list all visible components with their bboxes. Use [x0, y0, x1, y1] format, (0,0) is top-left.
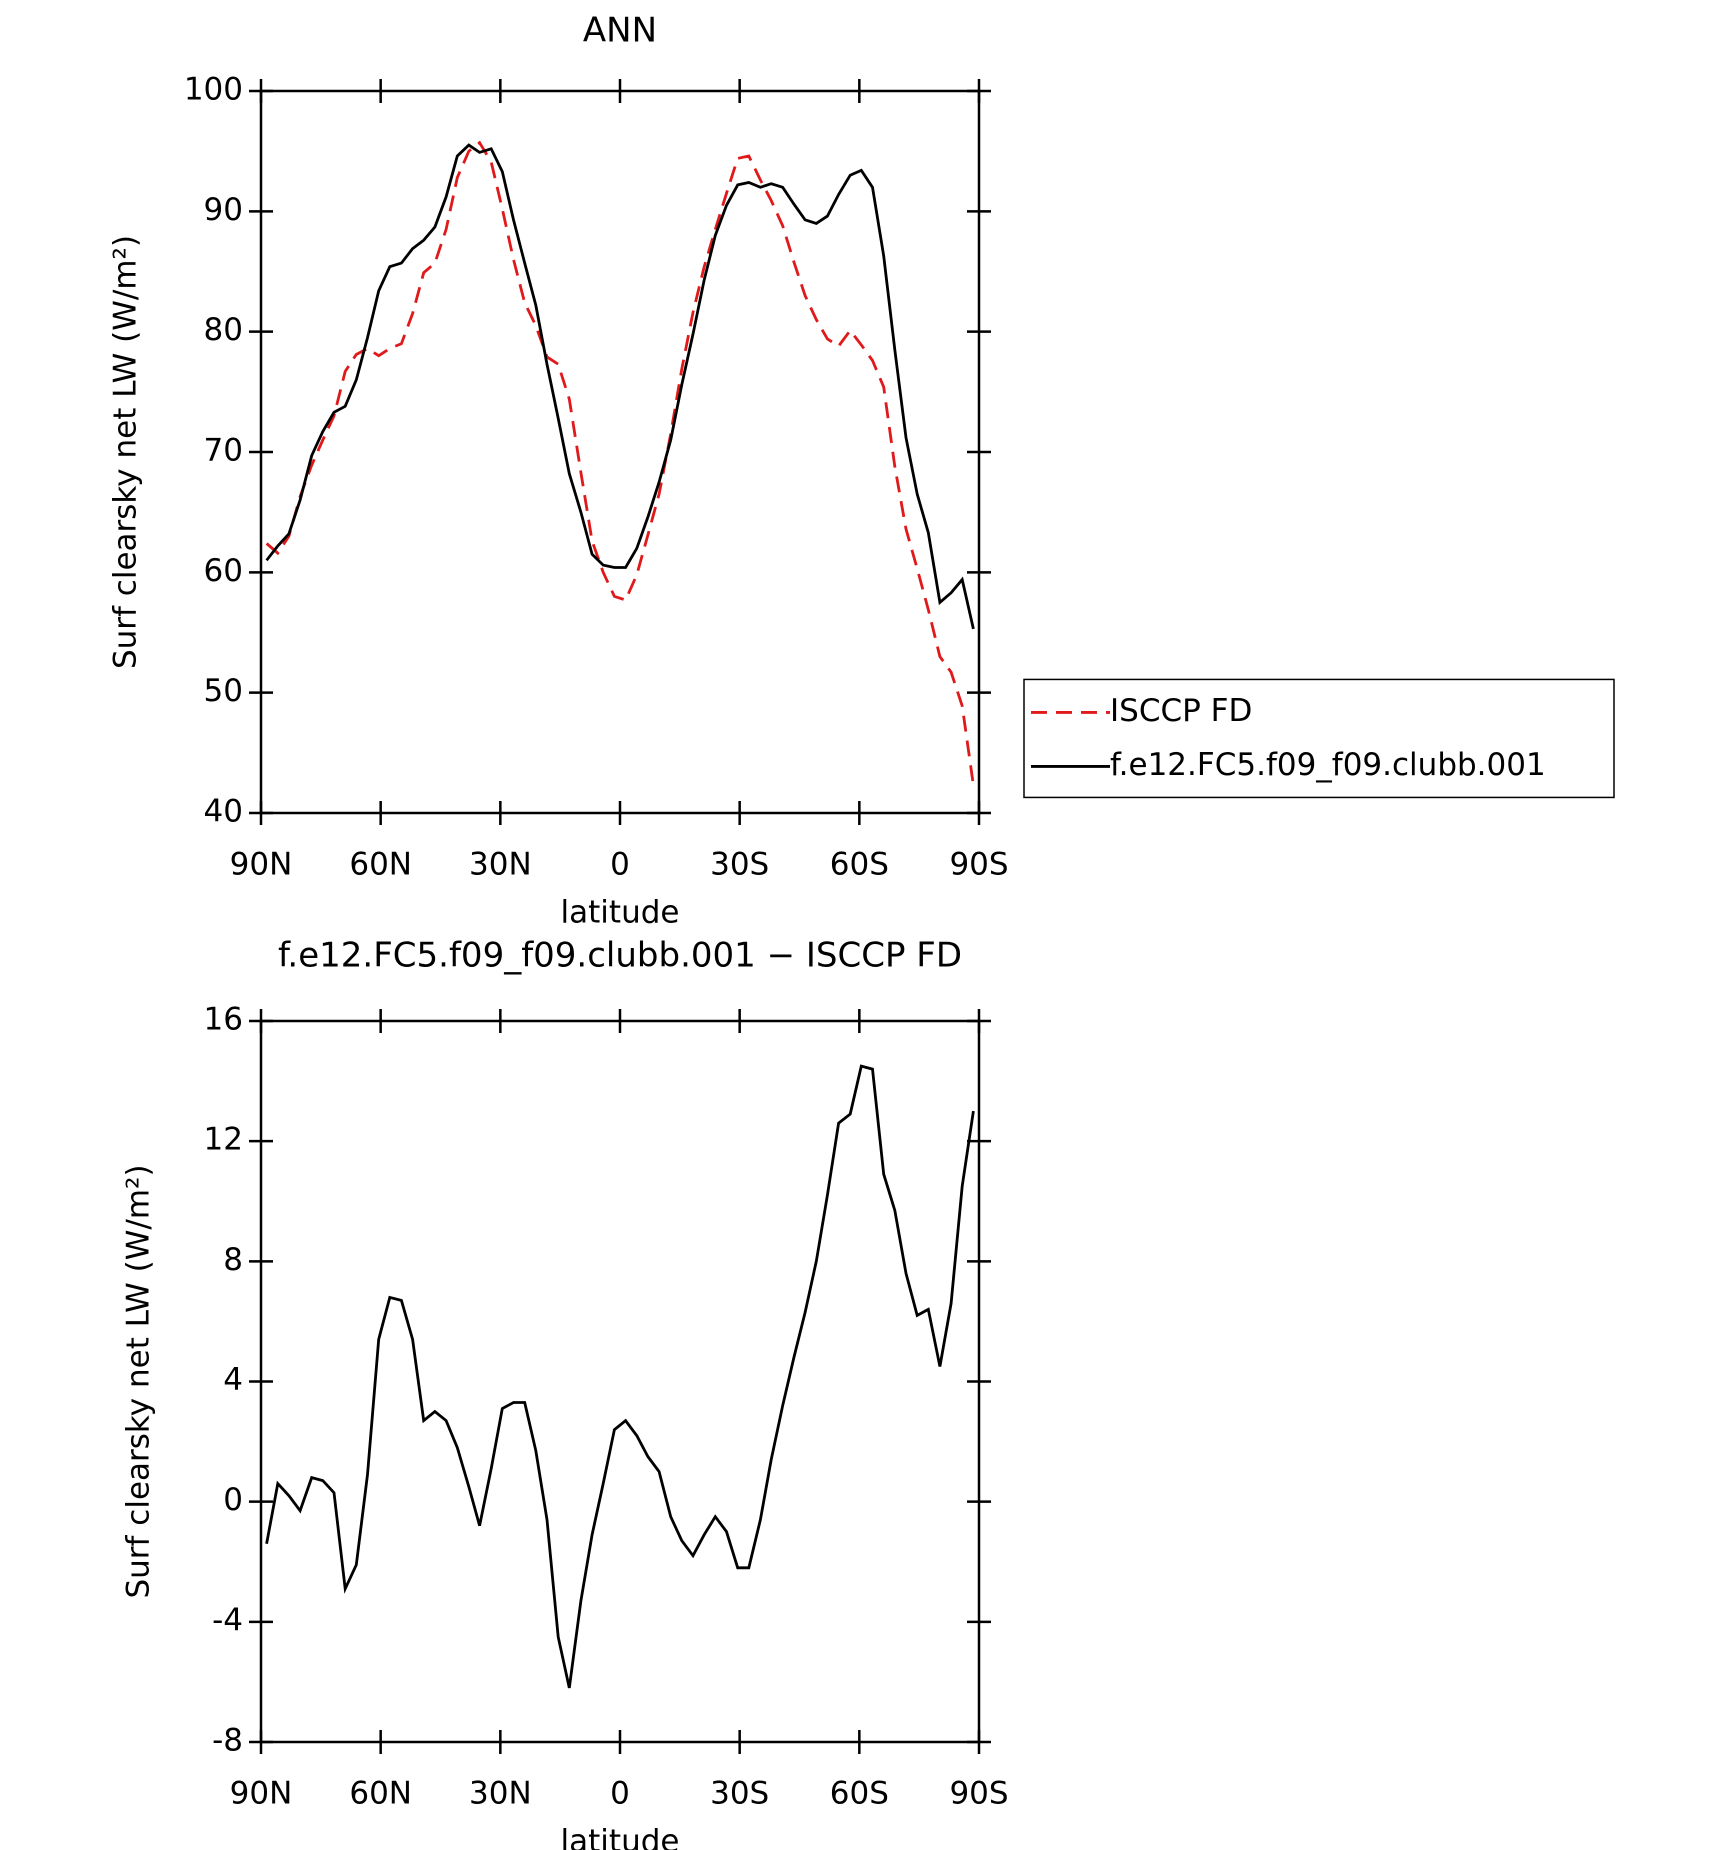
y-axis-title: Surf clearsky net LW (W/m²) — [121, 1164, 157, 1598]
y-tick-label: 40 — [204, 794, 243, 830]
x-tick-label: 30N — [469, 847, 532, 883]
y-tick-label: 12 — [204, 1122, 243, 1158]
y-tick-label: 100 — [184, 72, 243, 108]
x-tick-label: 30S — [710, 847, 769, 883]
y-tick-label: 16 — [204, 1002, 243, 1038]
x-tick-label: 60N — [349, 847, 412, 883]
chart-title: ANN — [583, 11, 657, 51]
y-tick-label: 60 — [204, 553, 243, 589]
x-tick-label: 30S — [710, 1776, 769, 1812]
y-tick-label: 80 — [204, 312, 243, 348]
y-tick-label: 4 — [223, 1362, 243, 1398]
y-tick-label: 70 — [204, 433, 243, 469]
x-tick-label: 90S — [949, 1776, 1008, 1812]
legend-label: ISCCP FD — [1110, 693, 1252, 729]
x-axis-title: latitude — [561, 895, 680, 931]
x-axis-title: latitude — [561, 1824, 680, 1850]
y-tick-label: 50 — [204, 673, 243, 709]
y-tick-label: 8 — [223, 1242, 243, 1278]
y-tick-label: -4 — [212, 1602, 243, 1638]
x-tick-label: 60S — [830, 847, 889, 883]
x-tick-label: 60S — [830, 1776, 889, 1812]
data-line — [265, 143, 975, 630]
plot-frame — [259, 89, 981, 815]
y-tick-label: 0 — [223, 1482, 243, 1518]
x-tick-label: 90S — [949, 847, 1008, 883]
x-tick-label: 0 — [610, 1776, 630, 1812]
x-tick-label: 0 — [610, 847, 630, 883]
x-tick-label: 90N — [230, 847, 293, 883]
data-line — [265, 1064, 975, 1689]
plot-frame — [259, 1019, 981, 1744]
x-tick-label: 90N — [230, 1776, 293, 1812]
y-tick-label: 90 — [204, 192, 243, 228]
y-tick-label: -8 — [212, 1723, 243, 1759]
data-line — [265, 140, 975, 786]
chart-title: f.e12.FC5.f09_f09.clubb.001 − ISCCP FD — [278, 936, 962, 976]
y-axis-title: Surf clearsky net LW (W/m²) — [108, 235, 144, 669]
x-tick-label: 60N — [349, 1776, 412, 1812]
legend-label: f.e12.FC5.f09_f09.clubb.001 — [1110, 747, 1546, 783]
x-tick-label: 30N — [469, 1776, 532, 1812]
legend-box — [1023, 678, 1615, 799]
